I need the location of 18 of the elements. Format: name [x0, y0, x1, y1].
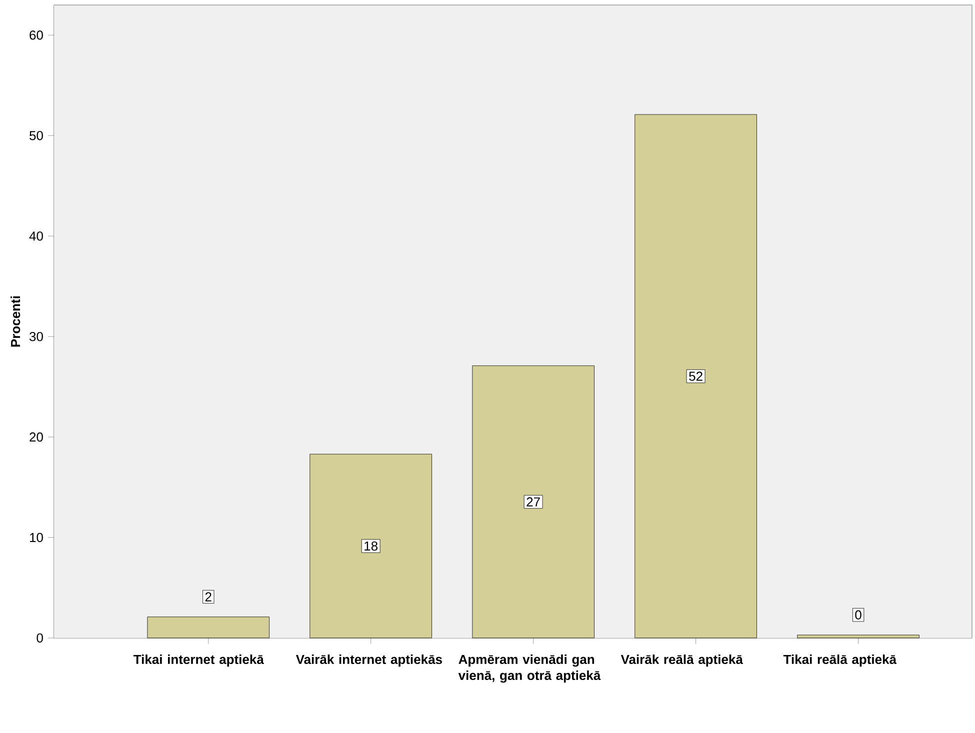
x-tick-label: Tikai reālā aptiekā — [783, 654, 897, 667]
data-label: 52 — [689, 372, 702, 381]
x-tick-label: Tikai internet aptiekā — [134, 654, 264, 667]
data-label: 27 — [526, 497, 540, 506]
y-tick-label: 0 — [36, 633, 43, 643]
y-tick-label: 20 — [30, 432, 43, 442]
x-tick-label: Vairāk internet aptiekās — [296, 654, 442, 667]
y-axis-title: Procenti — [10, 296, 20, 347]
y-tick-label: 10 — [30, 532, 43, 542]
y-tick-label: 30 — [30, 332, 43, 342]
y-tick-label: 50 — [30, 131, 43, 140]
x-tick-label: Vairāk reālā aptiekā — [620, 654, 744, 667]
x-tick-label: Apmēram vienādi gan vienā, gan otrā aptiekā — [458, 654, 601, 683]
data-label: 18 — [364, 541, 378, 551]
y-tick-label: 60 — [30, 30, 43, 40]
data-label: 2 — [205, 592, 212, 602]
y-tick-label: 40 — [29, 231, 43, 241]
data-label: 0 — [855, 610, 862, 620]
